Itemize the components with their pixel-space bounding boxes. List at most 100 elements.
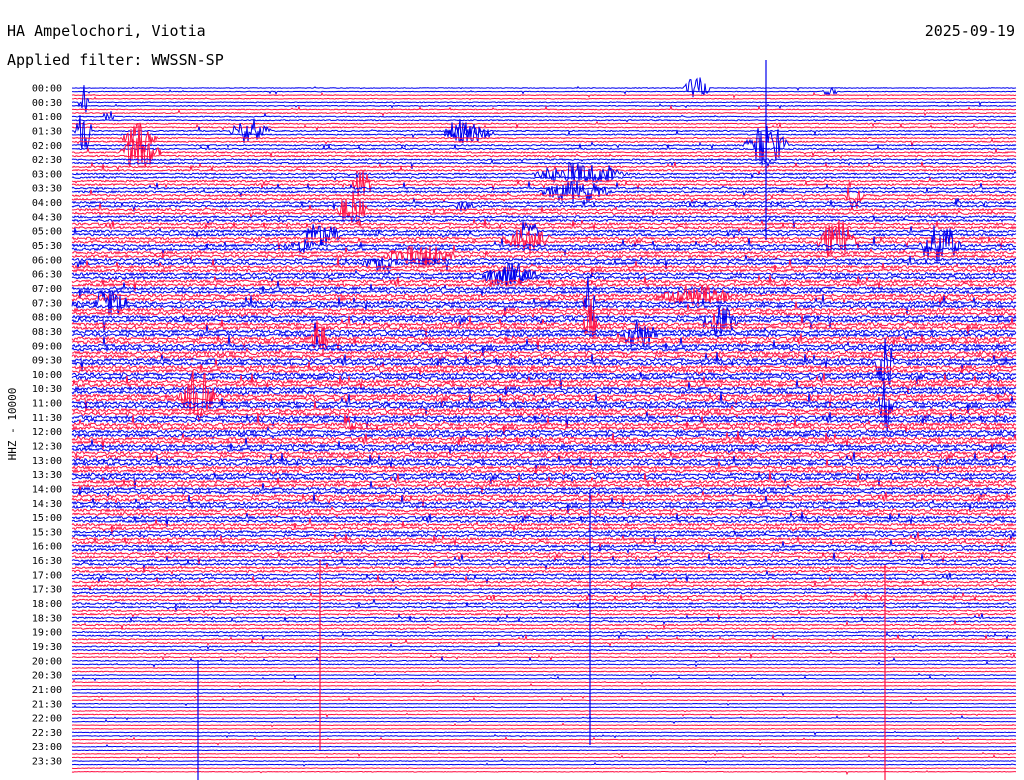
time-tick-label: 14:00 <box>32 485 62 496</box>
trace-line <box>71 115 1017 150</box>
time-tick-label: 11:30 <box>32 413 62 424</box>
trace-line <box>71 103 1016 110</box>
trace-line <box>71 633 1017 641</box>
trace-line <box>71 602 1017 613</box>
trace-line <box>71 255 1017 270</box>
time-tick-label: 04:00 <box>32 198 62 209</box>
trace-line <box>71 666 1016 670</box>
trace-line <box>71 626 1017 632</box>
trace-line <box>71 452 1016 472</box>
time-tick-label: 08:00 <box>32 313 62 324</box>
trace-line <box>71 262 1017 277</box>
time-tick-label: 19:00 <box>32 628 62 639</box>
trace-line <box>71 379 1017 396</box>
trace-line <box>71 655 1016 664</box>
trace-line <box>71 558 1017 570</box>
time-tick-label: 17:00 <box>32 570 62 581</box>
trace-line <box>71 672 1017 680</box>
time-axis-labels: 00:00 00:30 01:00 01:30 02:00 02:30 03:00 03:30… <box>32 84 62 768</box>
time-tick-label: 09:30 <box>32 356 62 367</box>
time-tick-label: 18:30 <box>32 613 62 624</box>
trace-line <box>72 710 1017 713</box>
time-tick-label: 02:00 <box>32 141 62 152</box>
trace-line <box>71 736 1017 742</box>
trace-line <box>71 531 1017 545</box>
time-tick-label: 21:00 <box>32 685 62 696</box>
time-tick-label: 05:00 <box>32 227 62 238</box>
trace-line <box>71 338 1017 385</box>
trace-line <box>71 352 1017 363</box>
time-tick-label: 13:30 <box>32 470 62 481</box>
trace-line <box>71 214 1017 229</box>
trace-line <box>71 551 1017 559</box>
time-tick-label: 07:30 <box>32 298 62 309</box>
trace-line <box>71 450 1017 460</box>
trace-line <box>71 181 1017 193</box>
trace-line <box>71 225 1017 263</box>
trace-line <box>71 280 1017 296</box>
trace-line <box>71 733 1016 739</box>
trace-line <box>71 701 1017 707</box>
trace-line <box>71 164 1017 175</box>
time-tick-label: 03:00 <box>32 169 62 180</box>
trace-line <box>71 347 1017 357</box>
trace-line <box>71 197 1017 211</box>
trace-line <box>71 597 1017 608</box>
time-tick-label: 12:00 <box>32 427 62 438</box>
time-tick-label: 08:30 <box>32 327 62 338</box>
trace-line <box>71 608 1017 614</box>
trace-line <box>71 751 1016 758</box>
time-tick-label: 22:30 <box>32 728 62 739</box>
trace-line <box>71 610 1017 620</box>
trace-line <box>71 638 1017 648</box>
time-tick-label: 20:30 <box>32 671 62 682</box>
trace-line <box>71 432 1017 451</box>
time-tick-label: 13:00 <box>32 456 62 467</box>
trace-line <box>71 517 1017 532</box>
trace-line <box>71 691 1017 697</box>
trace-line <box>71 491 1017 507</box>
trace-line <box>71 552 1017 563</box>
trace-line <box>71 174 1017 182</box>
trace-line <box>71 126 1017 144</box>
trace-line <box>71 585 1017 593</box>
trace-line <box>71 361 1017 375</box>
time-tick-label: 10:00 <box>32 370 62 381</box>
trace-line <box>71 714 1017 721</box>
trace-line <box>71 679 1017 685</box>
trace-line <box>71 372 1017 390</box>
trace-line <box>71 593 1017 602</box>
time-tick-label: 15:00 <box>32 513 62 524</box>
trace-line <box>71 284 1017 307</box>
trace-line <box>71 727 1017 731</box>
time-tick-label: 00:30 <box>32 98 62 109</box>
trace-line <box>71 157 1017 163</box>
trace-line <box>71 718 1017 725</box>
trace-line <box>71 648 1017 653</box>
trace-line <box>71 214 1017 222</box>
trace-line <box>71 652 1017 662</box>
trace-line <box>71 561 1017 573</box>
time-tick-label: 00:00 <box>32 84 62 95</box>
trace-line <box>72 521 1017 535</box>
trace-line <box>71 426 1017 436</box>
trace-line <box>71 274 1017 288</box>
trace-line <box>71 386 1017 397</box>
station-title: HA Ampelochori, Viotia <box>7 22 206 40</box>
trace-line <box>71 219 1017 258</box>
trace-line <box>71 451 1017 468</box>
trace-line <box>71 242 1017 256</box>
trace-line <box>72 688 1017 691</box>
trace-line <box>71 650 1017 660</box>
trace-line <box>71 143 1017 153</box>
filter-label: Applied filter: WWSSN-SP <box>7 51 224 69</box>
trace-line <box>71 255 1017 271</box>
trace-line <box>71 308 1017 318</box>
trace-line <box>71 440 1017 454</box>
trace-line <box>71 471 1017 485</box>
trace-line <box>71 176 1017 188</box>
trace-line <box>71 121 1017 128</box>
trace-line <box>72 696 1016 702</box>
